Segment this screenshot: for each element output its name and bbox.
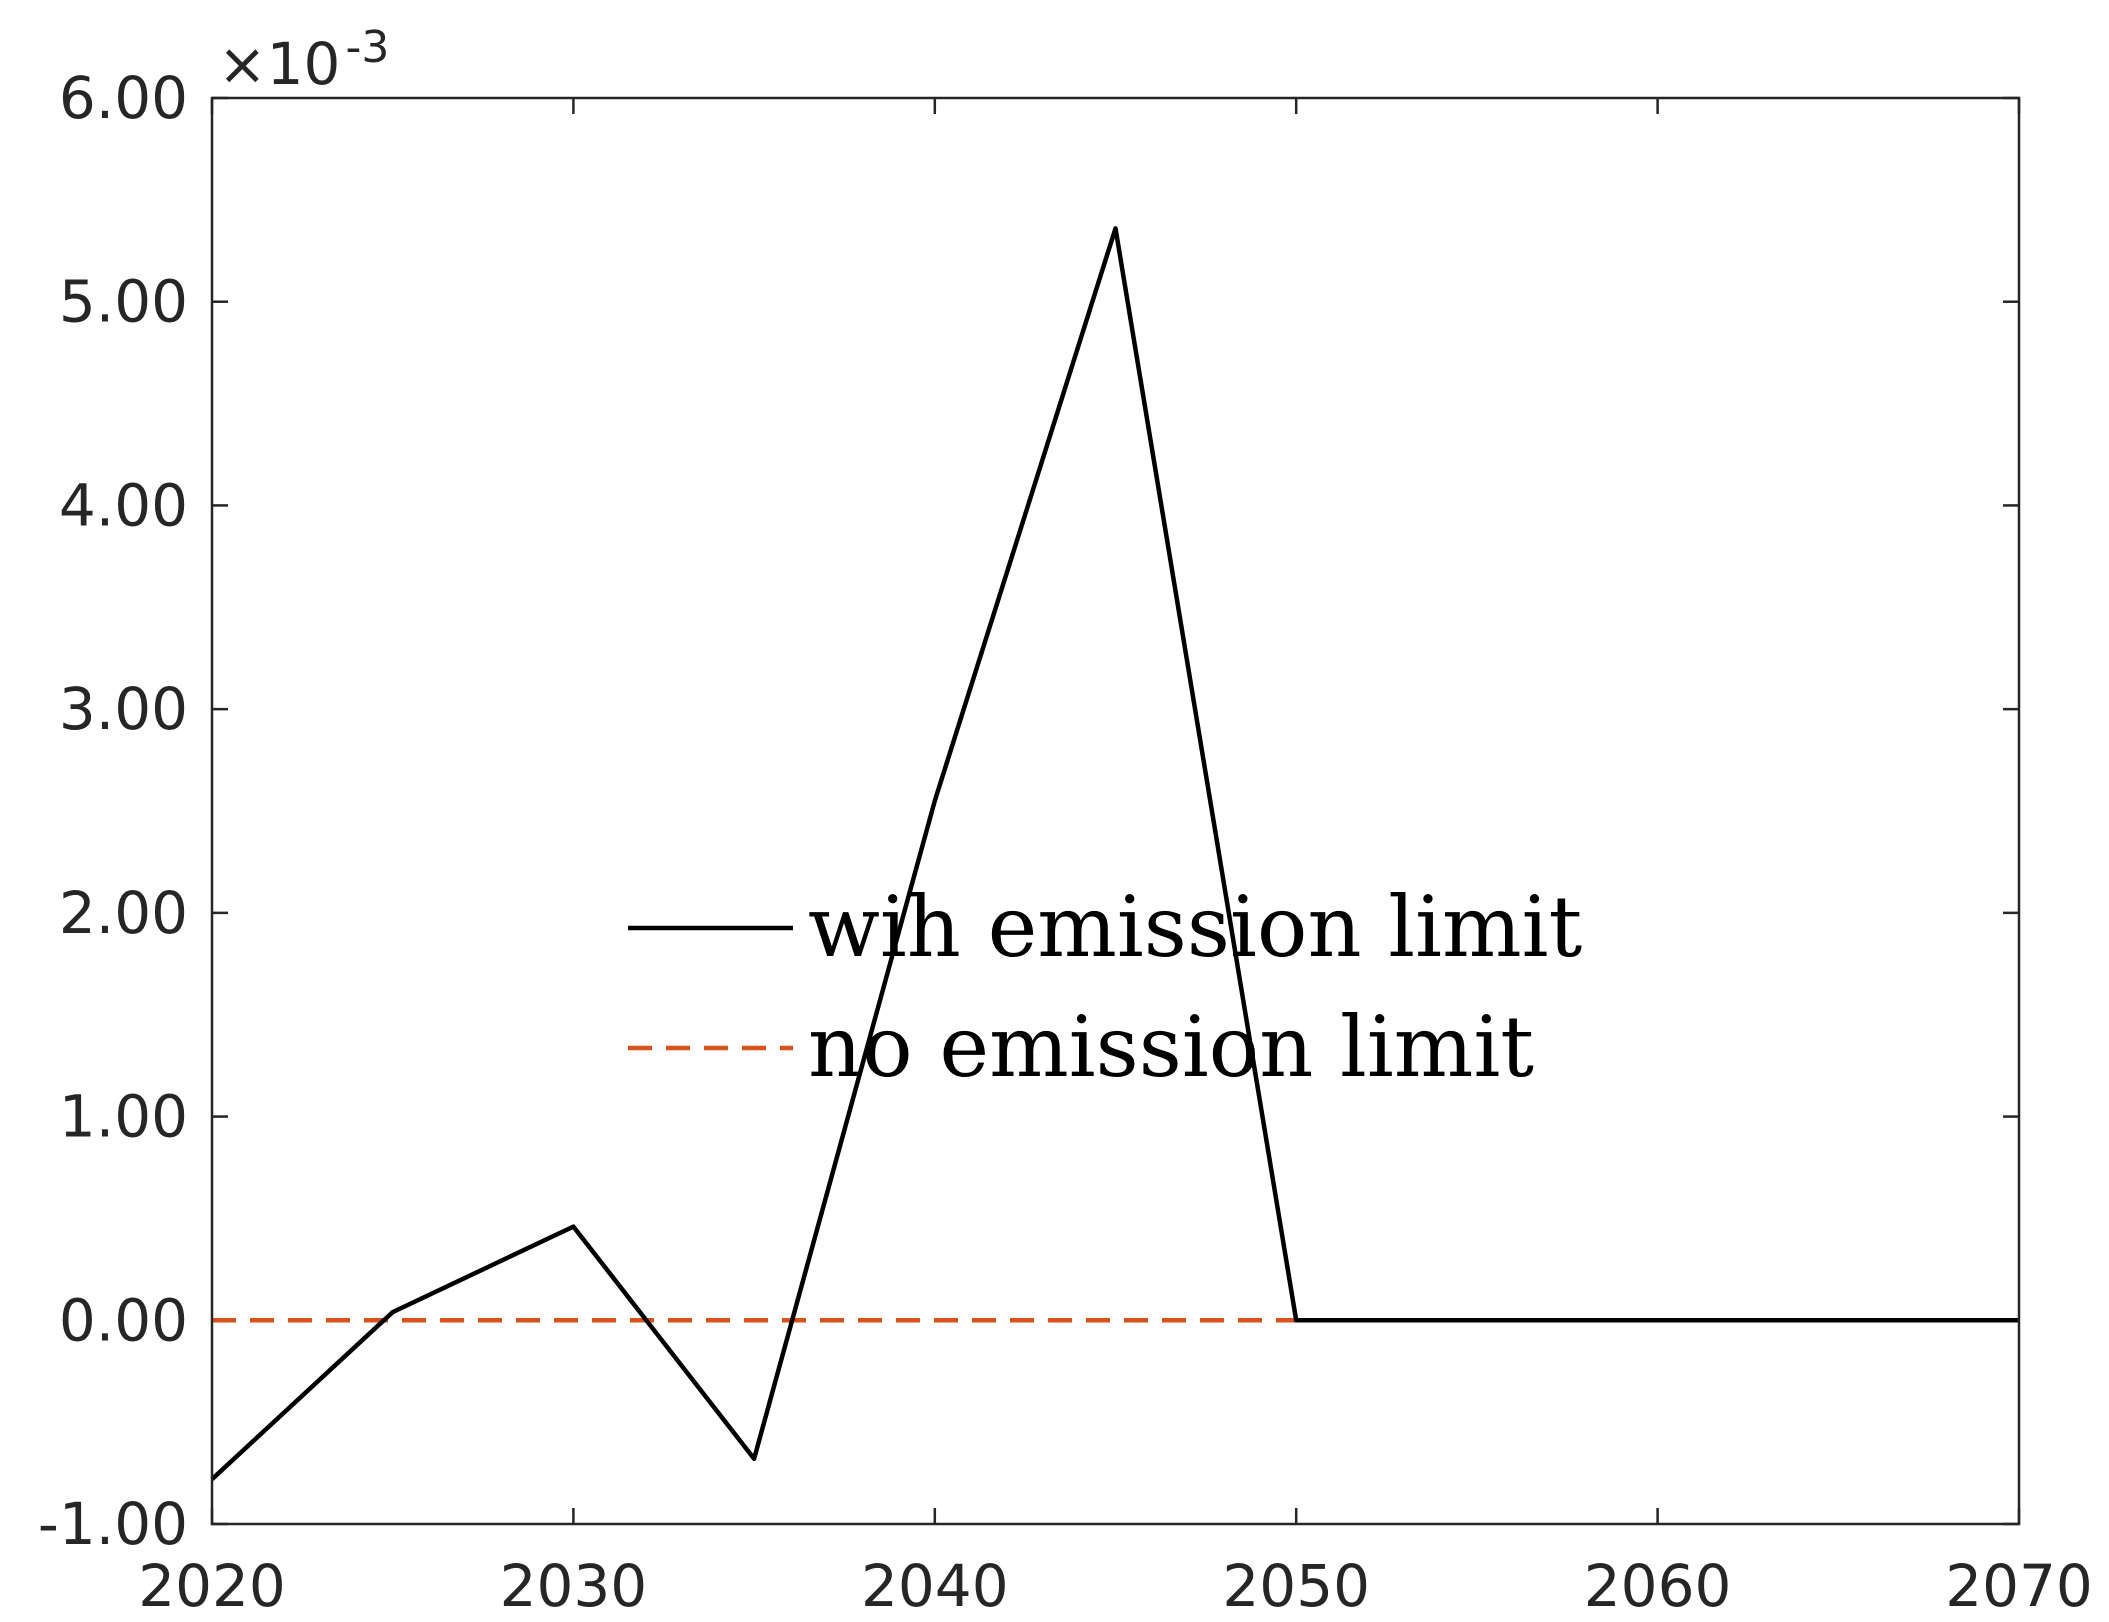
y-tick-label: 0.00: [59, 1286, 188, 1354]
y-exponent-label: ×10 -3: [218, 22, 389, 98]
x-axis-ticks: 2020 2030 2040 2050 2060 2070: [138, 98, 2093, 1620]
legend-label-0: wih emission limit: [808, 878, 1582, 976]
y-tick-label: 6.00: [59, 64, 188, 132]
y-exponent-base: ×10: [218, 30, 340, 98]
y-tick-label: 5.00: [59, 268, 188, 336]
y-tick-label: -1.00: [38, 1490, 188, 1558]
y-exponent-power: -3: [346, 22, 390, 73]
y-tick-label: 1.00: [59, 1083, 188, 1151]
x-tick-label: 2020: [138, 1552, 286, 1620]
x-tick-label: 2070: [1945, 1552, 2093, 1620]
axes-frame: [210, 96, 2021, 1526]
x-tick-label: 2050: [1222, 1552, 1370, 1620]
y-axis-ticks: -1.00 0.00 1.00 2.00 3.00 4.00 5.00 6.00: [38, 64, 2019, 1558]
y-tick-label: 2.00: [59, 879, 188, 947]
series-line-0: [210, 226, 2019, 1481]
y-tick-label: 4.00: [59, 471, 188, 539]
y-tick-label: 3.00: [59, 675, 188, 743]
x-tick-label: 2030: [500, 1552, 648, 1620]
legend: wih emission limit no emission limit: [628, 878, 1582, 1096]
series-lines: [210, 226, 2019, 1481]
x-tick-label: 2060: [1584, 1552, 1732, 1620]
x-tick-label: 2040: [861, 1552, 1009, 1620]
legend-label-1: no emission limit: [808, 998, 1534, 1096]
